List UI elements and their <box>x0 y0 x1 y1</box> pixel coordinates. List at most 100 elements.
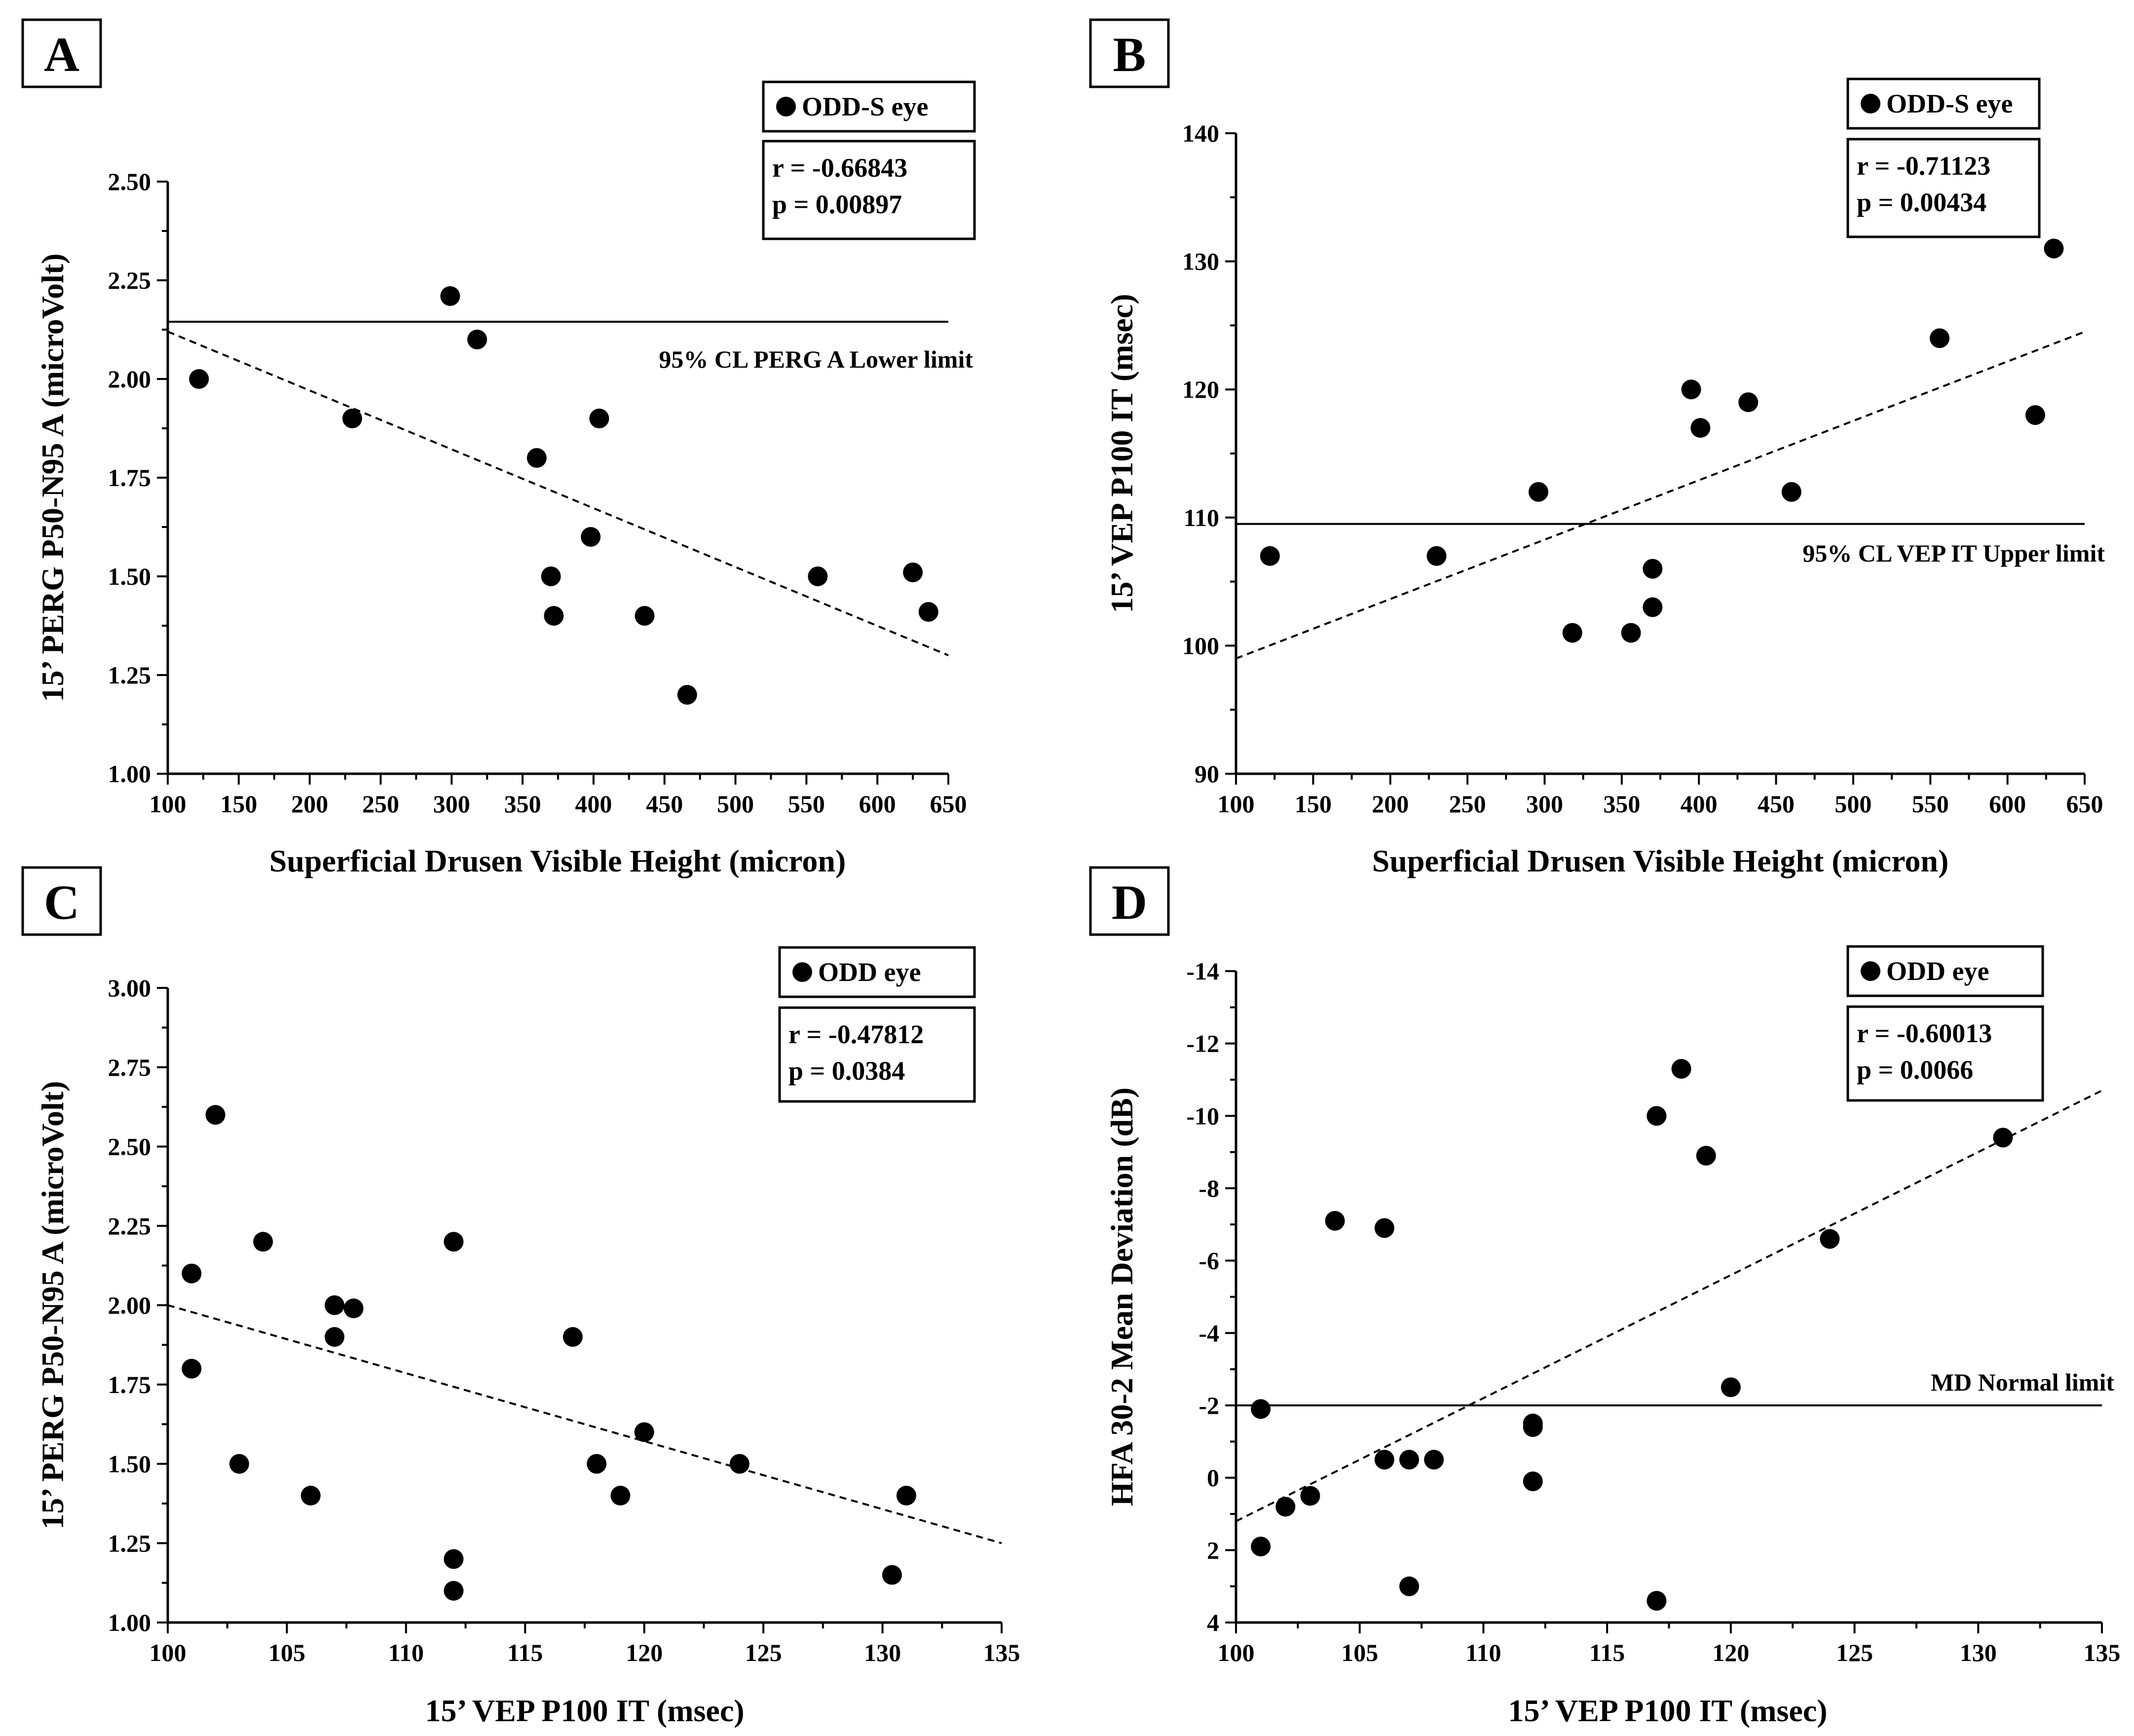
data-point <box>343 1298 364 1319</box>
data-point <box>610 1485 631 1506</box>
x-tick-label: 130 <box>1960 1639 1997 1666</box>
y-tick-label: 2.25 <box>108 1212 151 1240</box>
data-point <box>1738 392 1759 413</box>
data-point <box>1523 1417 1543 1437</box>
y-tick-label: 90 <box>1195 760 1219 788</box>
data-point <box>589 409 609 428</box>
y-tick-label: 4 <box>1207 1609 1219 1636</box>
data-point <box>1424 1450 1444 1470</box>
y-tick-label: -6 <box>1198 1247 1219 1275</box>
y-tick-label: 2.50 <box>108 1133 151 1161</box>
data-point <box>1251 1537 1271 1556</box>
panel-letter: D <box>1112 875 1147 930</box>
x-tick-label: 350 <box>1603 790 1640 818</box>
x-tick-label: 130 <box>864 1639 901 1666</box>
stat-p: p = 0.00897 <box>772 189 902 219</box>
y-tick-label: 0 <box>1207 1464 1219 1492</box>
data-point <box>1930 328 1950 348</box>
y-tick-label: 1.25 <box>108 1529 151 1557</box>
x-tick-label: 115 <box>507 1639 543 1666</box>
x-tick-label: 400 <box>575 790 612 818</box>
y-tick-label: 1.75 <box>108 464 151 491</box>
panel-letter-box <box>21 866 102 936</box>
x-tick-label: 110 <box>388 1639 424 1666</box>
x-tick-label: 450 <box>1758 790 1795 818</box>
data-point <box>635 606 655 626</box>
x-axis-title: Superficial Drusen Visible Height (micro… <box>1372 843 1949 878</box>
x-axis-title: 15’ VEP P100 IT (msec) <box>1508 1693 1827 1728</box>
data-point <box>300 1485 321 1506</box>
data-point <box>1621 623 1641 643</box>
data-point <box>205 1105 225 1125</box>
legend-marker <box>792 962 812 982</box>
panel-c: C 100 105 110 115 120 125 130 135 1.00 1.25 1.50 1.7… <box>21 866 1020 1728</box>
x-tick-label: 550 <box>1912 790 1949 818</box>
y-axis-title: 15’ PERG P50-N95 A (microVolt) <box>35 1081 70 1530</box>
x-tick-label: 200 <box>291 790 328 818</box>
data-point <box>1251 1399 1271 1419</box>
data-point <box>253 1232 273 1252</box>
stat-p: p = 0.00434 <box>1857 188 1986 217</box>
y-tick-label: 2.50 <box>108 168 151 195</box>
data-point <box>1696 1146 1716 1166</box>
data-point <box>581 527 601 547</box>
x-tick-label: 600 <box>1989 790 2026 818</box>
stats-box <box>1846 138 2041 238</box>
panel-a: A 100 150 200 250 300 350 400 450 500 550 600 650 1.0… <box>21 18 976 878</box>
stat-p: p = 0.0384 <box>788 1056 905 1086</box>
x-tick-label: 105 <box>1341 1639 1378 1666</box>
data-point <box>467 330 487 349</box>
x-tick-label: 100 <box>150 1639 187 1666</box>
x-tick-label: 100 <box>1218 1639 1255 1666</box>
legend-box <box>1846 945 2044 997</box>
panel-letter: A <box>44 27 79 82</box>
x-tick-label: 550 <box>788 790 825 818</box>
data-point <box>903 563 923 582</box>
data-point <box>1647 1106 1667 1126</box>
reference-label: MD Normal limit <box>1931 1368 2114 1396</box>
y-tick-label: 3.00 <box>108 974 151 1002</box>
y-tick-label: 1.00 <box>108 760 151 788</box>
data-point <box>1399 1450 1419 1470</box>
legend-marker <box>1861 94 1880 113</box>
y-axis-title: 15’ VEP P100 IT (msec) <box>1104 294 1139 613</box>
x-tick-label: 650 <box>2066 790 2103 818</box>
stat-p: p = 0.0066 <box>1857 1055 1973 1085</box>
x-tick-label: 250 <box>1449 790 1486 818</box>
stat-r: r = -0.66843 <box>772 153 907 183</box>
legend-label: ODD-S eye <box>1886 89 2013 118</box>
x-tick-label: 115 <box>1589 1639 1625 1666</box>
data-point <box>882 1565 902 1585</box>
stats-box <box>1846 1005 2044 1102</box>
data-point <box>1562 623 1582 643</box>
y-tick-label: 1.50 <box>108 563 151 590</box>
data-point <box>444 1581 464 1601</box>
y-tick-label: 2.00 <box>108 365 151 393</box>
data-point <box>182 1359 202 1379</box>
y-tick-label: -10 <box>1186 1102 1219 1130</box>
legend-box <box>762 80 976 133</box>
data-point <box>1374 1218 1394 1238</box>
stat-r: r = -0.47812 <box>788 1019 924 1049</box>
y-tick-label: 2.00 <box>108 1291 151 1319</box>
x-tick-label: 250 <box>362 790 399 818</box>
x-tick-label: 120 <box>1712 1639 1749 1666</box>
x-tick-label: 100 <box>150 790 187 818</box>
y-tick-label: 1.25 <box>108 661 151 689</box>
legend-label: ODD-S eye <box>802 92 928 121</box>
x-tick-label: 300 <box>433 790 470 818</box>
x-tick-label: 150 <box>1295 790 1332 818</box>
y-tick-label: 140 <box>1182 119 1219 147</box>
data-point <box>182 1263 202 1283</box>
data-point <box>1671 1059 1691 1079</box>
x-tick-label: 600 <box>859 790 896 818</box>
regression-line <box>167 331 949 656</box>
data-point <box>1690 418 1711 438</box>
x-tick-label: 100 <box>1218 790 1255 818</box>
y-tick-label: 120 <box>1182 376 1219 403</box>
x-tick-label: 120 <box>626 1639 663 1666</box>
data-point <box>229 1454 249 1474</box>
data-point <box>1325 1211 1345 1231</box>
data-point <box>444 1232 464 1252</box>
